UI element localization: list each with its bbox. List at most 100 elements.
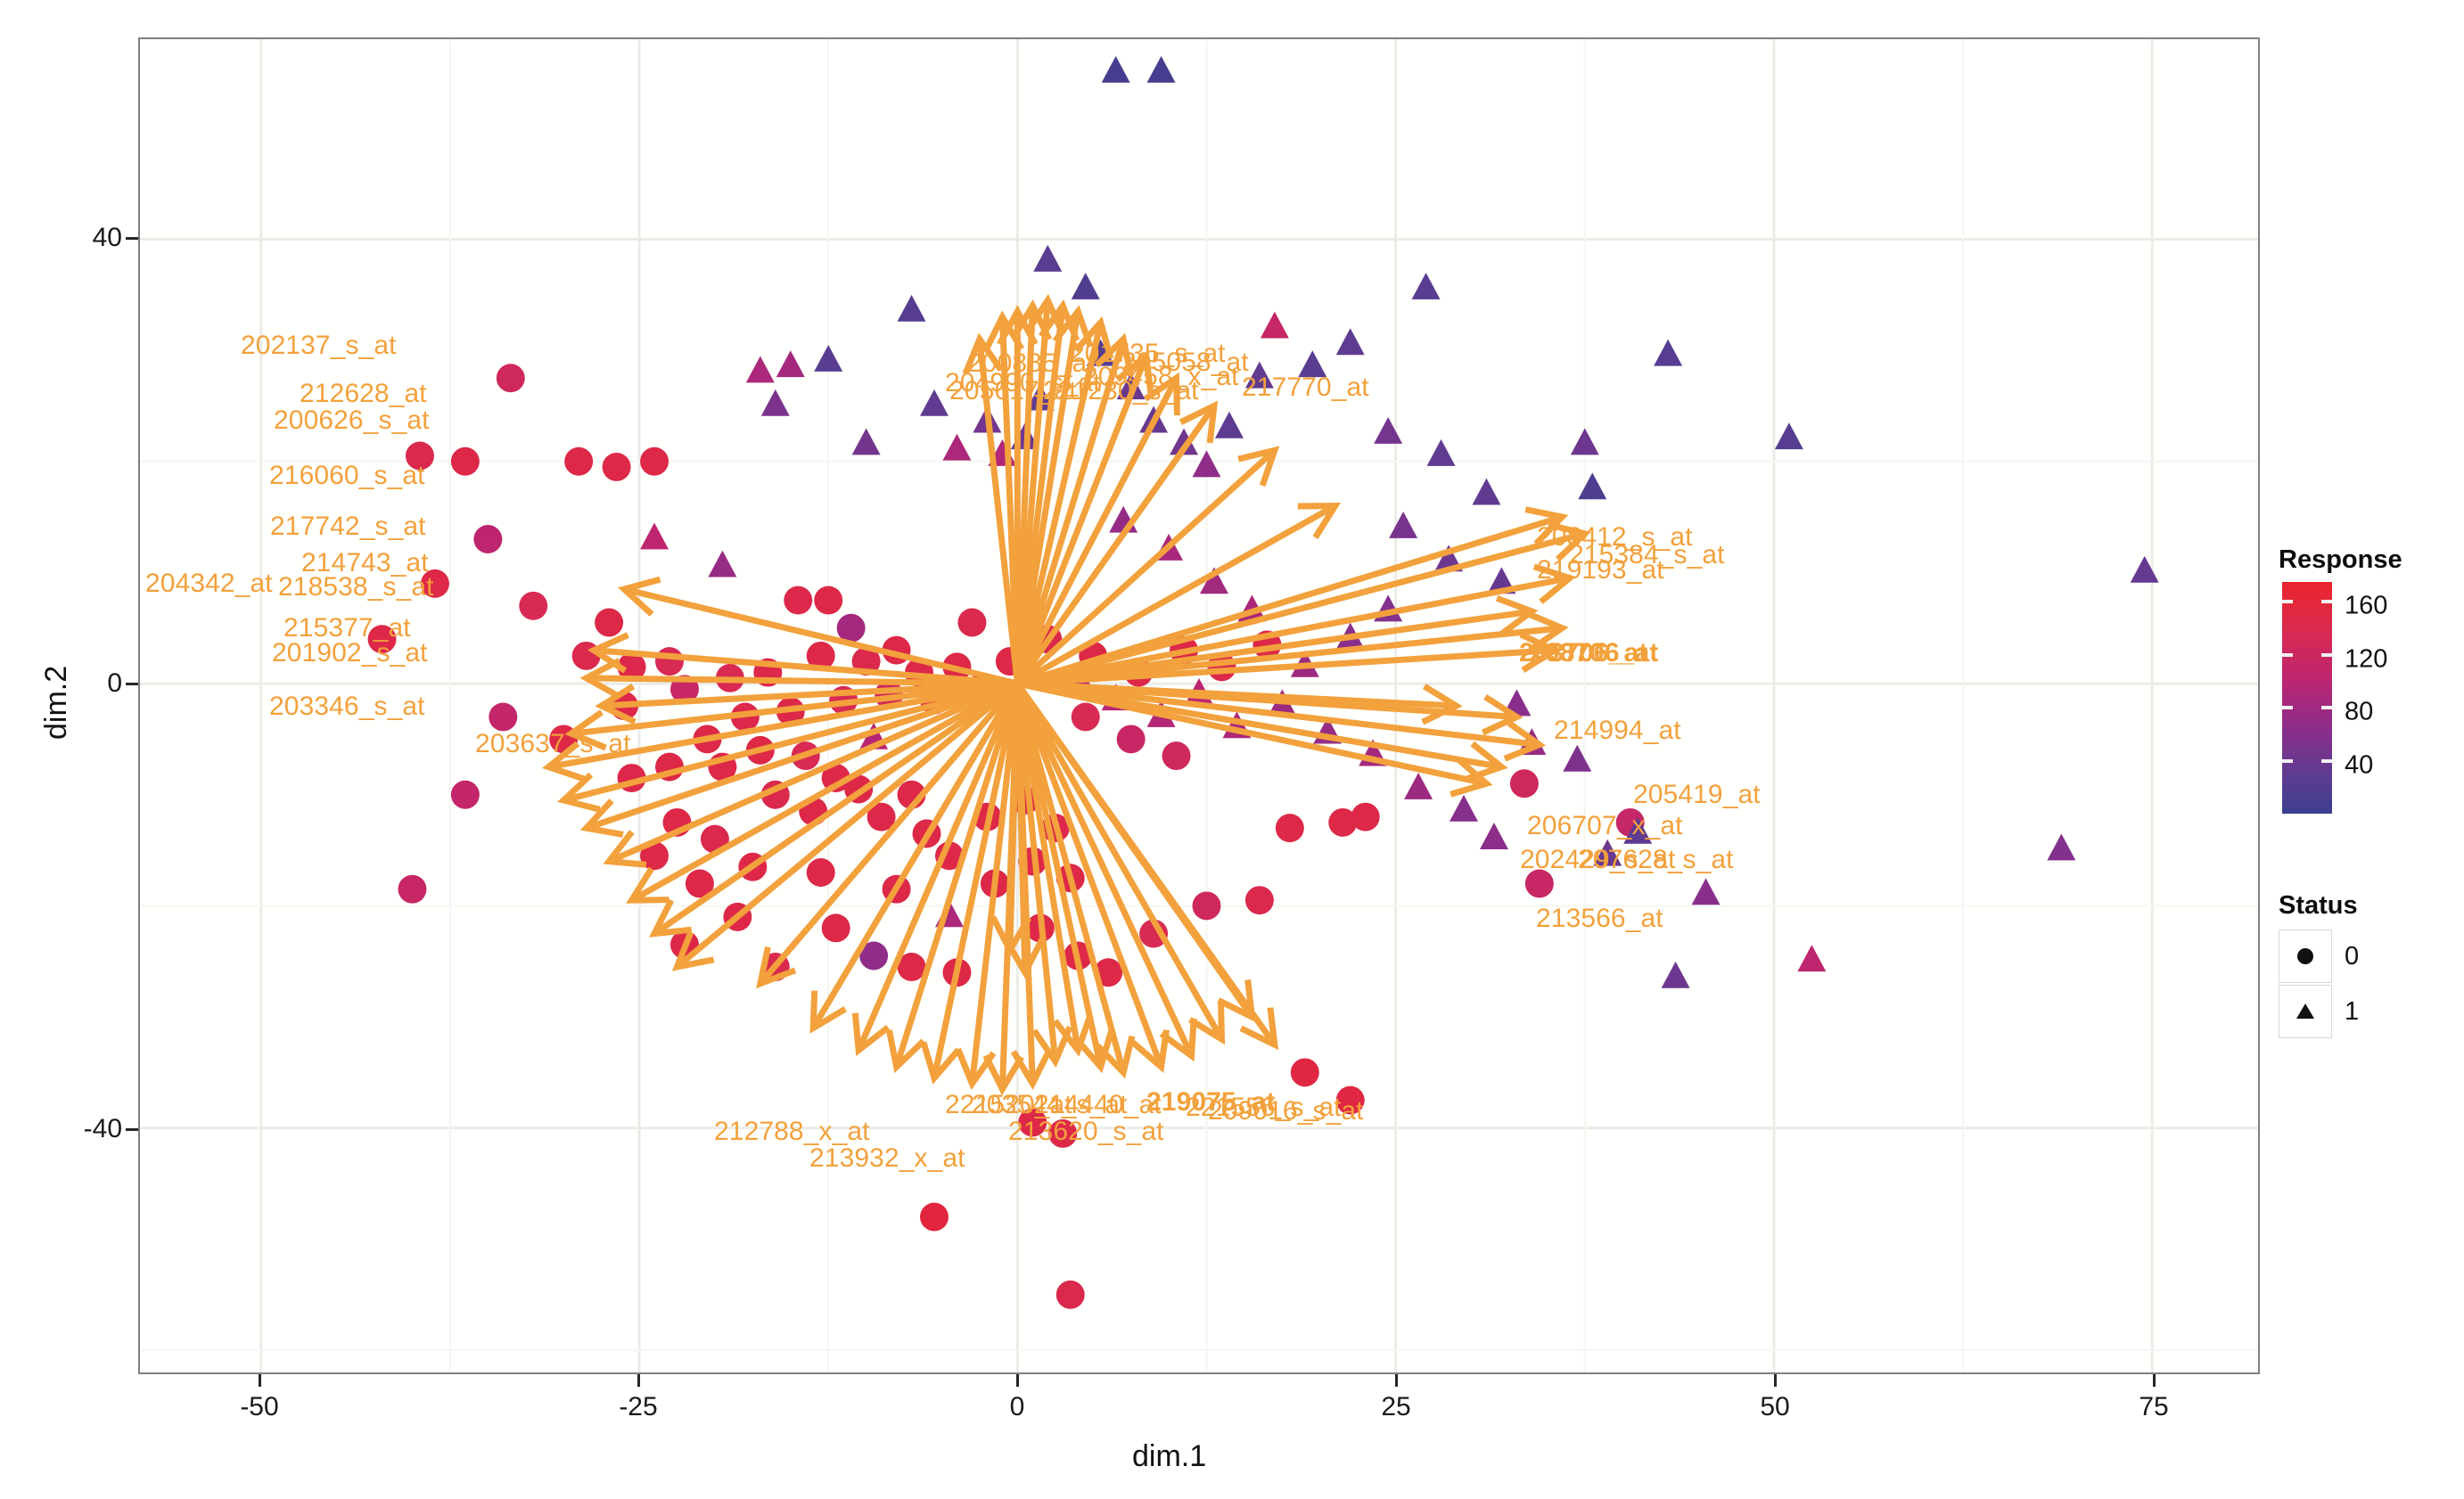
data-point-triangle xyxy=(920,389,949,416)
data-point-circle xyxy=(420,569,449,598)
arrow-head xyxy=(595,684,637,725)
data-point-circle xyxy=(1524,869,1554,898)
gene-label: 221520_at xyxy=(945,1090,1072,1119)
data-point-circle xyxy=(1018,1108,1047,1137)
y-tickmark xyxy=(126,237,138,240)
gene-label: 221556_s_at xyxy=(1186,1093,1342,1122)
arrow-head xyxy=(1052,1013,1094,1057)
circle-icon xyxy=(2279,930,2332,983)
arrow-shaft xyxy=(1014,376,1179,685)
data-point-triangle xyxy=(1578,472,1607,500)
data-point-triangle xyxy=(1071,272,1100,299)
x-tick-label: 50 xyxy=(1760,1392,1790,1421)
gene-label: 214743_at xyxy=(301,548,429,577)
colorbar-tick xyxy=(2321,652,2332,657)
arrow-head xyxy=(1095,1035,1136,1079)
gene-label: 208706_at xyxy=(1530,638,1659,668)
data-point-circle xyxy=(1290,1058,1319,1087)
data-point-triangle xyxy=(708,550,737,577)
colorbar-tick xyxy=(2282,652,2293,657)
data-point-triangle xyxy=(1479,823,1508,849)
data-point-circle xyxy=(564,446,594,476)
colorbar-tick xyxy=(2282,706,2293,710)
data-point-circle xyxy=(1328,807,1358,837)
arrow-shaft xyxy=(1014,682,1277,1047)
gene-label: 212788_x_at xyxy=(714,1117,870,1146)
arrow-head xyxy=(1519,631,1562,673)
arrow-head xyxy=(1524,506,1569,546)
gene-label: 208412_s_at xyxy=(1537,522,1693,552)
data-point-triangle xyxy=(1472,478,1501,505)
data-point-triangle xyxy=(1374,417,1403,444)
arrow-head xyxy=(962,332,1004,375)
data-point-circle xyxy=(1116,725,1146,754)
gene-label: 202429_s_at xyxy=(1520,845,1676,874)
colorbar xyxy=(2282,582,2332,814)
gene-label: 205058_at xyxy=(1121,348,1249,377)
arrow-shaft xyxy=(810,682,1021,1030)
data-point-circle xyxy=(859,941,889,971)
data-point-triangle xyxy=(760,389,790,416)
data-point-circle xyxy=(1139,919,1169,948)
arrow-head xyxy=(557,772,601,813)
arrow-head xyxy=(1548,521,1591,562)
data-point-circle xyxy=(1192,891,1221,921)
y-tickmark xyxy=(126,683,138,685)
data-point-circle xyxy=(450,446,480,476)
arrow-shaft xyxy=(607,680,1019,864)
x-tick-label: 25 xyxy=(1381,1392,1411,1421)
data-point-triangle xyxy=(776,350,805,378)
data-point-circle xyxy=(1275,814,1304,843)
arrow-head xyxy=(1532,563,1576,604)
arrow-head xyxy=(1237,446,1280,487)
data-point-triangle xyxy=(942,433,972,461)
arrow-shaft xyxy=(968,683,1021,1085)
data-point-triangle xyxy=(1691,878,1721,905)
arrow-shaft xyxy=(1016,680,1540,749)
data-point-triangle xyxy=(1563,744,1592,772)
data-point-triangle xyxy=(745,356,775,383)
colorbar-gradient xyxy=(2282,582,2332,814)
arrow-head xyxy=(1297,503,1342,539)
legend-status-item[interactable]: 1 xyxy=(2279,985,2359,1038)
gene-label: 200885_at xyxy=(967,348,1095,378)
data-point-triangle xyxy=(1661,961,1690,988)
data-point-circle xyxy=(602,453,631,481)
data-point-circle xyxy=(836,613,866,643)
arrow-shaft xyxy=(593,647,1018,687)
data-point-circle xyxy=(640,841,669,871)
data-point-circle xyxy=(655,647,684,676)
data-point-triangle xyxy=(1214,411,1244,438)
arrow-head xyxy=(579,799,624,838)
data-point-triangle xyxy=(1450,794,1478,822)
gene-label: 203346_s_at xyxy=(269,692,425,721)
legend-response: Response xyxy=(2279,545,2464,814)
arrow-shaft xyxy=(1014,338,1127,685)
legend-status-label: 1 xyxy=(2345,996,2360,1026)
arrow-shaft xyxy=(893,683,1021,1069)
legend-status-item[interactable]: 0 xyxy=(2279,930,2359,983)
arrow-head xyxy=(617,576,661,617)
arrow-head xyxy=(851,1012,891,1057)
data-point-circle xyxy=(1048,1119,1078,1148)
arrow-head xyxy=(1421,684,1463,725)
arrow-shaft xyxy=(1014,682,1164,1069)
data-point-triangle xyxy=(1192,450,1221,478)
data-point-circle xyxy=(450,780,480,809)
arrow-head xyxy=(1130,1029,1170,1073)
legend-status-title: Status xyxy=(2279,891,2358,920)
data-point-triangle xyxy=(1335,328,1365,356)
data-point-circle xyxy=(1351,802,1380,831)
colorbar-tick xyxy=(2321,758,2332,763)
gene-label: 221230_s_at xyxy=(1043,376,1199,405)
x-tickmark xyxy=(1016,1374,1019,1387)
gene-label: 215377_at xyxy=(283,613,411,643)
arrow-shaft xyxy=(998,316,1021,684)
legend-status: Status 0 1 xyxy=(2279,891,2359,1040)
legend-response-title: Response xyxy=(2279,545,2402,574)
triangle-icon xyxy=(2279,985,2332,1038)
data-point-triangle xyxy=(1298,350,1327,378)
data-point-triangle xyxy=(1411,272,1441,299)
data-point-triangle xyxy=(1199,567,1228,594)
